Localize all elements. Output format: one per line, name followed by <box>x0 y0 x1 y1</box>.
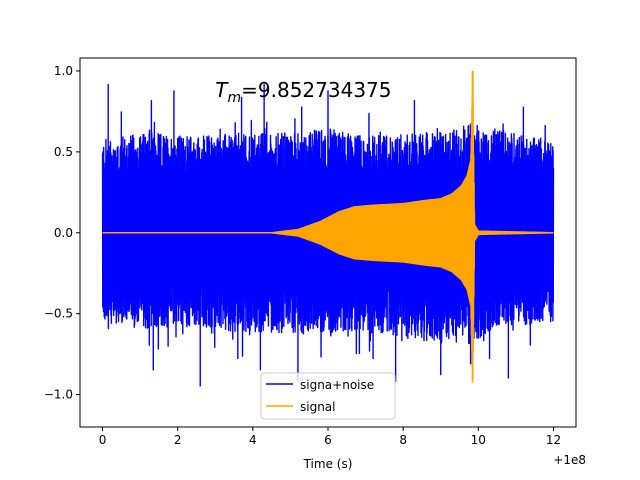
annotation-prefix: T <box>215 78 229 102</box>
plot-area <box>101 70 555 387</box>
legend-frame <box>260 372 396 420</box>
x-tick-label: 6 <box>324 433 332 447</box>
y-tick-label: −1.0 <box>44 388 73 402</box>
x-axis-label: Time (s) <box>303 457 353 471</box>
legend-label-signal-noise: signa+noise <box>300 378 374 392</box>
x-tick-label: 4 <box>249 433 257 447</box>
legend-label-signal: signal <box>300 400 336 414</box>
x-tick-label: 12 <box>546 433 561 447</box>
x-tick-label: 8 <box>399 433 407 447</box>
y-tick-label: 0.5 <box>54 145 73 159</box>
y-axis-ticks: −1.0 −0.5 0.0 0.5 1.0 <box>44 64 80 402</box>
annotation-subscript: m <box>227 90 241 106</box>
y-tick-label: −0.5 <box>44 307 73 321</box>
x-offset-label: +1e8 <box>553 453 586 467</box>
y-tick-label: 1.0 <box>54 64 73 78</box>
x-axis-ticks: 0 2 4 6 8 10 12 <box>99 427 561 447</box>
y-tick-label: 0.0 <box>54 226 73 240</box>
x-tick-label: 2 <box>174 433 182 447</box>
x-tick-label: 0 <box>99 433 107 447</box>
x-tick-label: 10 <box>471 433 486 447</box>
legend: signa+noise signal <box>260 372 396 420</box>
annotation-suffix: =9.852734375 <box>241 78 391 102</box>
chart-annotation: Tm=9.852734375 <box>215 78 391 106</box>
series-signal-line <box>101 74 555 383</box>
